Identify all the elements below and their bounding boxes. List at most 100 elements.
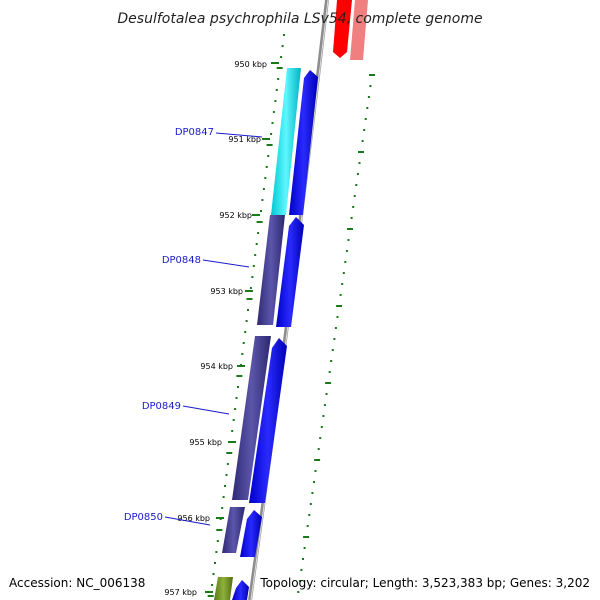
- reverse-feature-pink: [350, 0, 368, 60]
- track-guide-dot: [246, 298, 253, 300]
- track-guide-dot: [242, 342, 245, 344]
- track-guide-dot: [303, 536, 310, 538]
- track-guide-dot: [277, 78, 280, 80]
- genome-summary-text: Topology: circular; Length: 3,523,383 bp…: [259, 576, 590, 590]
- track-guide-dot: [216, 529, 223, 531]
- track-guide-dot: [251, 276, 254, 278]
- track-guide-dot: [311, 492, 314, 494]
- track-guide-dot: [225, 474, 228, 476]
- kbp-tick-label: 953 kbp: [210, 287, 243, 296]
- track-guide-dot: [221, 507, 224, 509]
- track-guide-dot: [358, 162, 361, 164]
- track-guide-dot: [226, 452, 233, 454]
- gene-label[interactable]: DP0848: [162, 255, 201, 266]
- track-guide-dot: [345, 250, 348, 252]
- track-guide-dot: [313, 481, 315, 483]
- gene-label-leader: [202, 259, 250, 268]
- track-guide-dot: [212, 573, 215, 575]
- cds-arrow: [232, 580, 249, 600]
- track-guide-dot: [260, 210, 262, 212]
- track-guide-dot: [236, 375, 243, 377]
- track-guide-dot: [363, 129, 366, 131]
- track-guide-dot: [339, 294, 342, 296]
- track-guide-dot: [356, 173, 359, 175]
- track-guide-dot: [252, 265, 255, 267]
- track-guide-dot: [355, 184, 358, 186]
- track-guide-dot: [270, 133, 273, 135]
- track-guide-dot: [257, 232, 260, 234]
- kbp-tick-label: 957 kbp: [164, 588, 197, 597]
- track-guide-dot: [224, 485, 226, 487]
- gene-label-leader: [164, 516, 211, 526]
- track-guide-dot: [256, 221, 263, 223]
- kbp-tick-label: 954 kbp: [200, 362, 233, 371]
- track-guide-dot: [281, 45, 284, 47]
- track-guide-dot: [235, 397, 238, 399]
- track-guide-dot: [214, 562, 216, 564]
- track-guide-dot: [241, 353, 244, 355]
- track-guide-dot: [344, 261, 347, 263]
- track-guide-dot: [323, 404, 326, 406]
- track-guide-dot: [350, 217, 353, 219]
- track-guide-dot: [341, 283, 344, 285]
- kbp-tick-label: 951 kbp: [228, 135, 261, 144]
- track-guide-dot: [276, 67, 283, 69]
- gene-label[interactable]: DP0849: [142, 401, 181, 412]
- track-guide-dot: [297, 591, 300, 593]
- track-guide-dot: [245, 320, 248, 322]
- track-guide-dot: [265, 166, 268, 168]
- track-guide-dot: [352, 206, 355, 208]
- track-guide-dot: [306, 525, 309, 527]
- track-guide-dot: [336, 316, 339, 318]
- track-guide-dot: [328, 371, 331, 373]
- gene-label-leader: [182, 405, 230, 415]
- kbp-tick-label: 955 kbp: [189, 438, 222, 447]
- track-guide-dot: [342, 272, 345, 274]
- track-guide-dot: [347, 228, 353, 230]
- track-guide-dot: [325, 382, 332, 384]
- track-guide-dot: [333, 338, 336, 340]
- track-guide-dot: [211, 584, 214, 586]
- gene-label[interactable]: DP0850: [124, 512, 163, 523]
- gene-label-leader: [215, 132, 263, 138]
- feature-block-slate: [257, 215, 285, 325]
- cds-arrow: [249, 338, 287, 503]
- track-guide-dot: [234, 408, 237, 410]
- track-guide-dot: [361, 140, 364, 142]
- track-guide-dot: [275, 89, 278, 91]
- track-guide-dot: [274, 100, 277, 102]
- track-guide-dot: [255, 243, 258, 245]
- track-guide-dot: [262, 188, 265, 190]
- feature-block-slate: [232, 336, 271, 500]
- track-guide-dot: [216, 540, 219, 542]
- track-guide-dot: [261, 199, 264, 201]
- track-guide-dot: [207, 595, 214, 597]
- track-guide-dot: [232, 419, 235, 421]
- gene-label[interactable]: DP0847: [175, 127, 214, 138]
- track-guide-dot: [331, 349, 334, 351]
- track-guide-dot: [283, 34, 285, 36]
- track-guide-dot: [330, 360, 333, 362]
- track-guide-dot: [264, 177, 267, 179]
- track-guide-dot: [280, 56, 283, 58]
- track-guide-dot: [369, 85, 372, 87]
- feature-block-olive: [214, 577, 233, 600]
- track-guide-dot: [347, 239, 350, 241]
- track-guide-dot: [247, 309, 249, 311]
- map-title: Desulfotalea psychrophila LSv54, complet…: [117, 11, 482, 27]
- track-guide-dot: [322, 415, 325, 417]
- track-guide-dot: [237, 386, 239, 388]
- track-guide-dot: [358, 151, 364, 153]
- track-guide-dot: [222, 496, 225, 498]
- cds-arrow: [276, 217, 304, 327]
- kbp-tick-label: 952 kbp: [219, 211, 252, 220]
- track-guide-dot: [302, 558, 304, 560]
- track-guide-dot: [367, 96, 370, 98]
- track-guide-dot: [266, 144, 273, 146]
- track-guide-dot: [249, 287, 252, 289]
- track-guide-dot: [325, 393, 328, 395]
- track-guide-dot: [319, 437, 322, 439]
- cds-arrow: [240, 510, 262, 557]
- track-guide-dot: [353, 195, 356, 197]
- track-guide-dot: [303, 547, 306, 549]
